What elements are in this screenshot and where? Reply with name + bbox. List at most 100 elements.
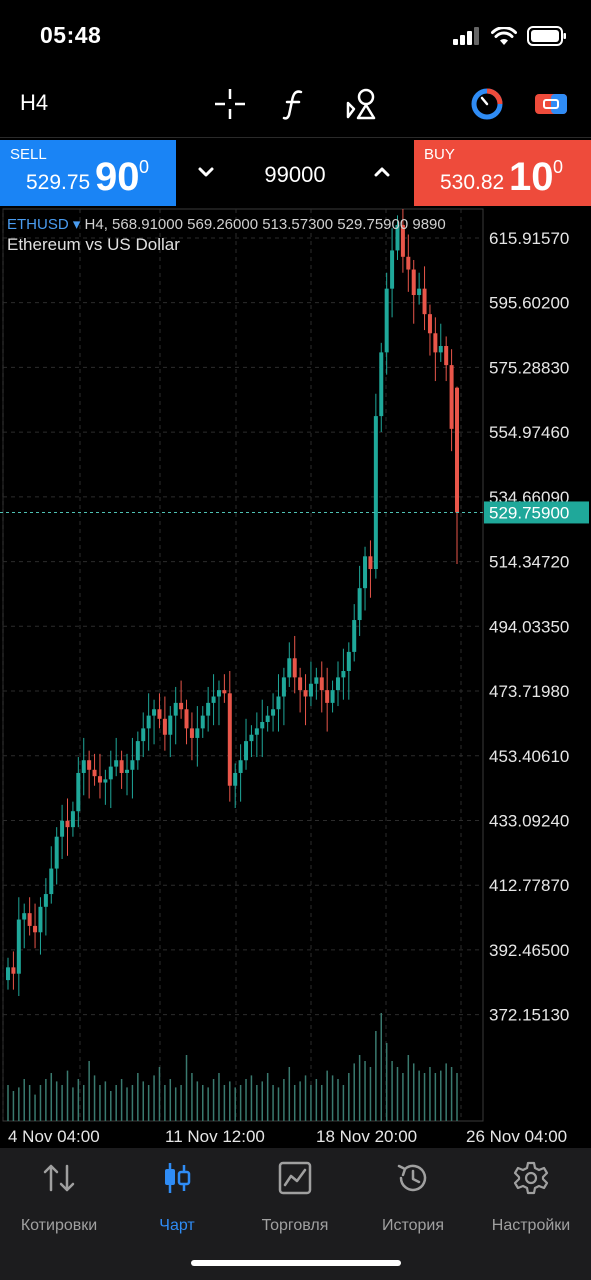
candle [92,753,97,786]
candle [195,706,200,767]
history-clock-icon [397,1164,427,1192]
candle [271,693,276,732]
trade-chart-icon [278,1161,312,1195]
candle [157,693,162,729]
x-tick-label: 26 Nov 04:00 [466,1127,567,1146]
y-tick-label: 392.46500 [489,941,569,960]
chart-frame [2,208,484,1122]
candle [422,266,427,331]
candle [16,897,21,997]
status-icons [453,26,567,46]
candle [368,540,373,598]
candle [281,667,286,726]
candle [314,667,319,700]
candle [438,323,443,362]
candle [400,209,405,273]
buy-price-small: 530.82 [440,171,505,194]
candle [146,693,151,751]
buy-button[interactable]: BUY 530.82 10 0 [414,140,591,206]
candle [276,674,281,732]
candle [238,744,243,802]
chart-symbol-info: ETHUSD ▾ H4, 568.91000 569.26000 513.573… [7,215,446,233]
chart-description: Ethereum vs US Dollar [7,235,180,254]
status-time: 05:48 [40,22,102,48]
sell-price-big: 90 [95,155,140,199]
sell-price-small: 529.75 [26,171,91,194]
one-click-trading-icon[interactable] [469,86,505,122]
candle [6,957,10,990]
sell-price-sup: 0 [139,157,150,177]
quotes-arrows-icon [43,1164,75,1192]
volume-increase-icon[interactable] [372,162,392,182]
current-price-tag [484,501,589,524]
chart-symbol[interactable]: ETHUSD [7,216,69,233]
candle [119,750,124,789]
candle [417,272,422,305]
y-tick-label: 615.91570 [489,229,569,248]
price-chart[interactable]: 615.91570 595.60200 575.28830 554.97460 534.… [0,207,591,1148]
nav-settings[interactable]: Настройки [472,1160,590,1235]
nav-history[interactable]: История [354,1160,472,1235]
bottom-navigation: Котировки Чарт Торговля История Настройк… [0,1148,591,1280]
candle [216,680,221,726]
volume-decrease-icon[interactable] [196,162,216,182]
candle [211,674,216,726]
trade-mode-icon[interactable] [533,86,569,122]
candle [81,737,86,796]
nav-trade[interactable]: Торговля [236,1160,354,1235]
candle [11,951,16,990]
candle [206,686,211,732]
candle [341,648,346,700]
candle [162,696,167,751]
nav-chart[interactable]: Чарт [118,1160,236,1235]
candle [357,565,362,636]
candle [97,753,102,799]
candle [184,699,189,745]
y-tick-label: 473.71980 [489,682,569,701]
wifi-icon [491,26,517,45]
x-tick-label: 11 Nov 12:00 [165,1127,265,1146]
chart-ohlc-details: H4, 568.91000 569.26000 513.57300 529.75… [84,216,446,233]
symbol-dropdown-icon[interactable]: ▾ [72,216,81,233]
indicators-function-icon[interactable] [276,86,312,122]
buy-price-big: 10 [509,155,554,199]
nav-quotes[interactable]: Котировки [0,1160,118,1235]
battery-icon [527,26,566,46]
y-tick-label: 554.97460 [489,423,569,442]
nav-settings-label: Настройки [491,1217,571,1234]
candle [292,635,297,694]
volume-value[interactable]: 99000 [264,162,326,187]
sell-button[interactable]: SELL 529.75 90 0 [0,140,176,206]
buy-label: BUY [424,146,455,163]
candle [200,706,205,738]
y-tick-label: 494.03350 [489,617,569,636]
candle [33,903,38,949]
candle [433,317,438,382]
candlestick-chart[interactable]: 615.91570595.60200575.28830554.97460534.… [0,207,591,1148]
candle [233,763,238,809]
candle [346,642,351,700]
candle [287,642,292,687]
y-tick-label: 575.28830 [489,358,569,377]
gear-icon [513,1161,549,1195]
nav-history-label: История [381,1217,445,1234]
timeframe-selector[interactable]: H4 [20,90,49,115]
y-tick-label: 433.09240 [489,811,569,830]
candle [308,661,313,707]
nav-trade-label: Торговля [261,1217,329,1234]
candle [76,757,81,828]
candle [265,706,270,732]
candle [363,546,368,611]
candle [173,686,178,745]
candle [168,706,173,758]
crosshair-icon[interactable] [212,86,248,122]
chart-toolbar: H4 [0,72,591,138]
candle [455,386,459,565]
nav-quotes-label: Котировки [20,1217,98,1234]
objects-shapes-icon[interactable] [343,86,379,122]
candle [373,393,378,579]
y-tick-label: 453.40610 [489,747,569,766]
candlestick-chart-icon [165,1163,191,1193]
nav-chart-label: Чарт [159,1217,195,1234]
candle [244,718,249,770]
